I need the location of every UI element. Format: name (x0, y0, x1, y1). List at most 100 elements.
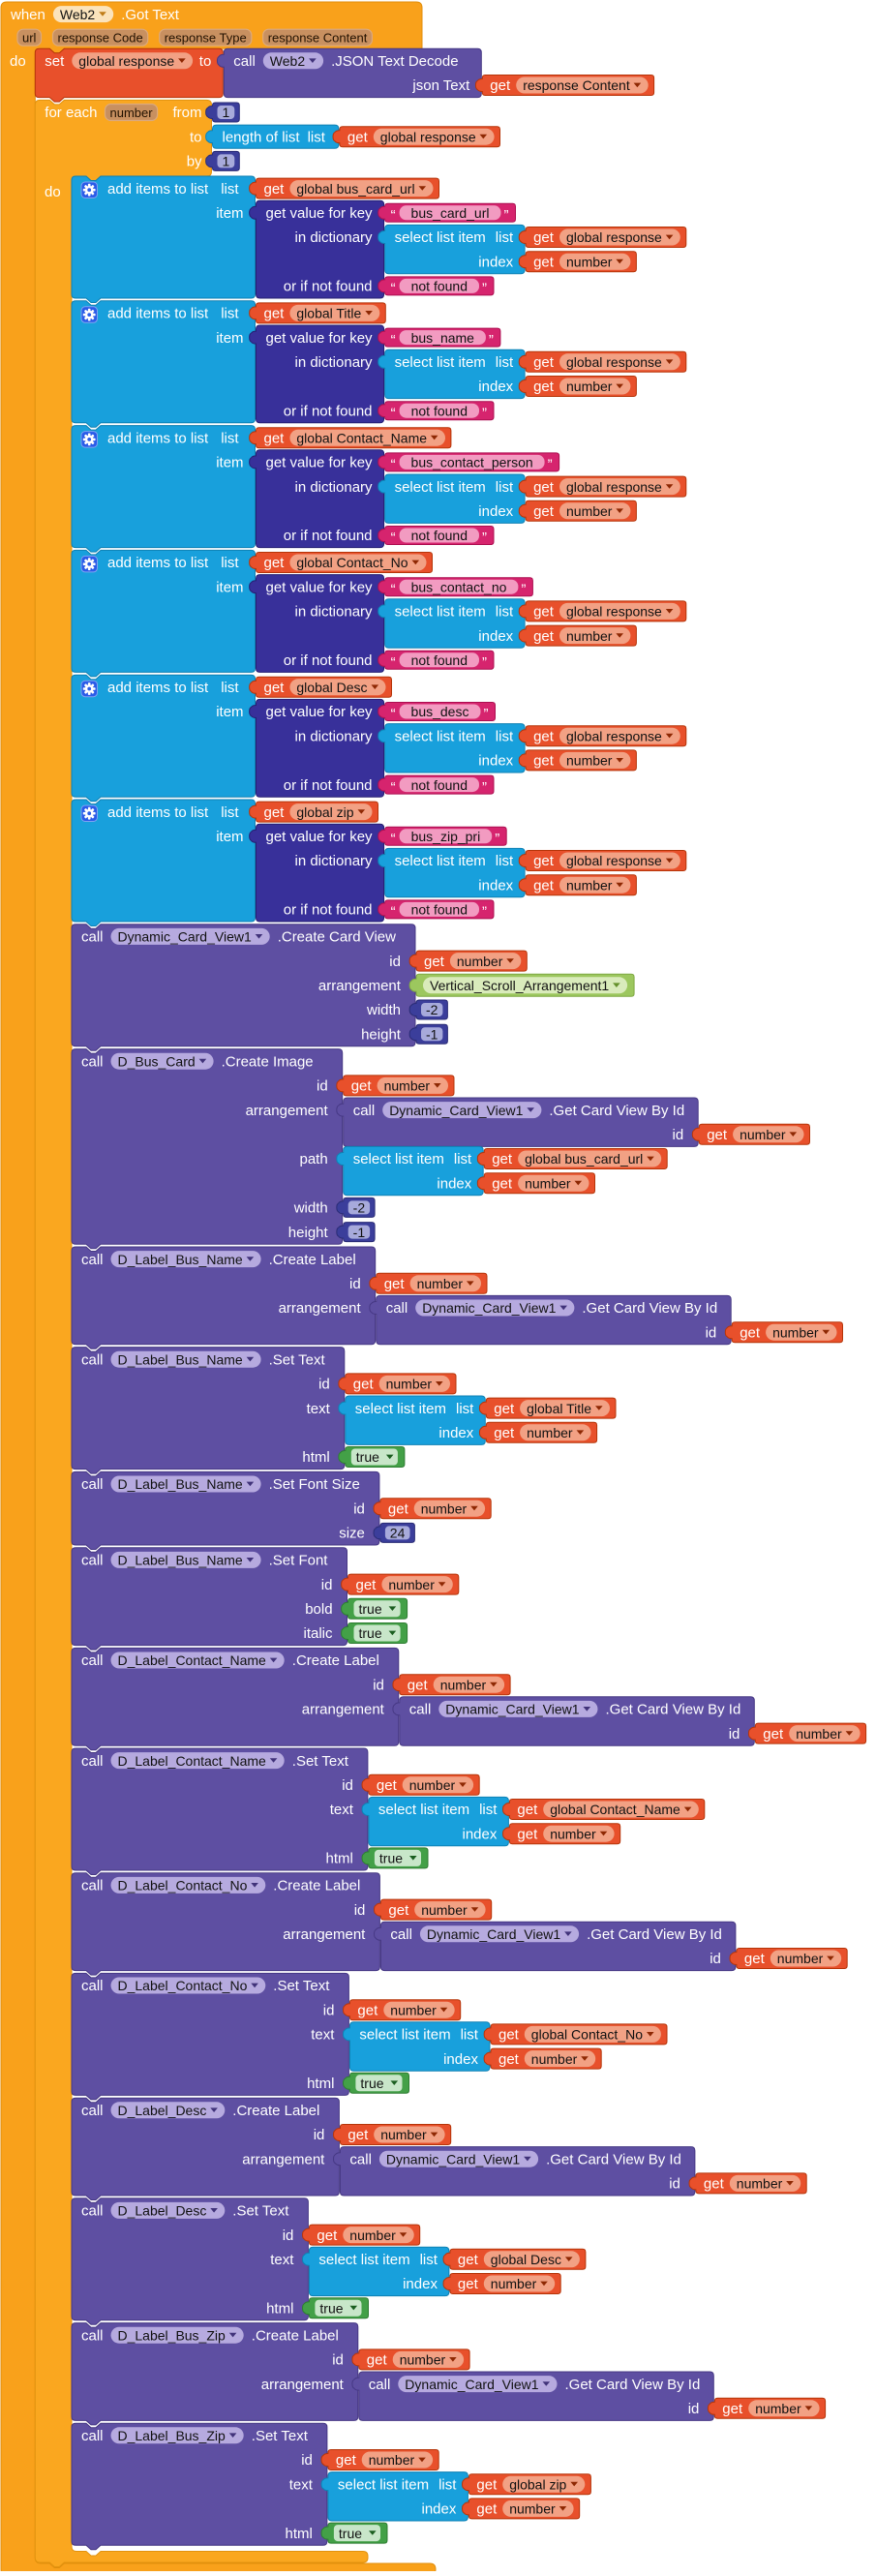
svg-text:number: number (777, 1951, 824, 1966)
svg-text:.Got Text: .Got Text (121, 7, 180, 23)
svg-text:select list item: select list item (395, 728, 486, 744)
svg-text:call: call (81, 1553, 104, 1569)
svg-text:not found: not found (411, 902, 468, 918)
svg-text:“: “ (391, 654, 396, 671)
svg-text:index: index (437, 1175, 471, 1192)
svg-text:”: ” (482, 405, 487, 421)
svg-text:select list item: select list item (395, 479, 486, 496)
svg-text:get: get (357, 2002, 378, 2018)
svg-text:.Set Text: .Set Text (292, 1753, 349, 1770)
svg-text:when: when (10, 7, 45, 23)
svg-text:number: number (421, 1902, 468, 1918)
svg-text:get value for key: get value for key (266, 579, 374, 595)
svg-text:id: id (353, 1500, 365, 1517)
svg-text:number: number (566, 254, 613, 269)
svg-text:global response: global response (566, 229, 662, 245)
svg-text:“: “ (391, 779, 396, 796)
svg-text:add items to list: add items to list (107, 430, 209, 446)
svg-text:call: call (81, 929, 104, 946)
svg-text:global Contact_Name: global Contact_Name (550, 1802, 680, 1817)
svg-text:global response: global response (566, 479, 662, 495)
svg-text:number: number (110, 106, 154, 120)
svg-text:id: id (318, 1377, 330, 1393)
svg-text:1: 1 (223, 105, 230, 120)
svg-text:get: get (476, 2476, 498, 2493)
svg-text:list: list (308, 129, 326, 145)
svg-text:id: id (710, 1951, 721, 1967)
svg-text:global bus_card_url: global bus_card_url (525, 1151, 643, 1167)
svg-text:number: number (525, 1175, 571, 1191)
svg-text:call: call (409, 1702, 432, 1718)
svg-text:html: html (266, 2300, 293, 2317)
svg-text:number: number (440, 1677, 487, 1692)
svg-text:.Create Label: .Create Label (232, 2103, 319, 2119)
svg-text:true: true (379, 1851, 403, 1866)
svg-text:.Set Text: .Set Text (273, 1978, 330, 1994)
svg-text:.Set Text: .Set Text (252, 2428, 309, 2444)
svg-text:”: ” (548, 457, 553, 473)
svg-text:id: id (321, 1577, 333, 1593)
svg-text:Dynamic_Card_View1: Dynamic_Card_View1 (405, 2377, 538, 2392)
svg-text:get value for key: get value for key (266, 205, 374, 222)
svg-text:id: id (706, 1324, 717, 1341)
svg-text:width: width (293, 1200, 328, 1217)
svg-text:add items to list: add items to list (107, 555, 209, 571)
svg-text:do: do (10, 53, 26, 70)
svg-text:get: get (533, 877, 555, 894)
svg-text:select list item: select list item (378, 1802, 469, 1818)
svg-text:D_Label_Bus_Name: D_Label_Bus_Name (118, 1252, 243, 1267)
svg-text:select list item: select list item (395, 354, 486, 371)
svg-text:D_Label_Bus_Name: D_Label_Bus_Name (118, 1553, 243, 1568)
svg-text:get: get (353, 1377, 375, 1393)
svg-text:select list item: select list item (355, 1401, 446, 1417)
svg-text:call: call (390, 1926, 412, 1943)
svg-text:Dynamic_Card_View1: Dynamic_Card_View1 (386, 2151, 520, 2167)
svg-text:number: number (417, 1276, 464, 1291)
svg-text:number: number (380, 2127, 427, 2142)
svg-text:get: get (384, 1276, 406, 1292)
svg-text:not found: not found (411, 528, 468, 543)
svg-text:or if not found: or if not found (284, 279, 373, 295)
svg-text:global Desc: global Desc (296, 680, 367, 695)
svg-text:get: get (533, 628, 555, 645)
svg-text:select list item: select list item (395, 604, 486, 621)
svg-text:arrangement: arrangement (283, 1926, 366, 1943)
svg-text:id: id (349, 1276, 361, 1292)
svg-text:id: id (317, 1078, 328, 1095)
svg-text:do: do (45, 184, 61, 200)
svg-text:index: index (403, 2276, 438, 2292)
svg-text:get value for key: get value for key (266, 330, 374, 347)
svg-text:arrangement: arrangement (242, 2151, 325, 2167)
svg-text:call: call (369, 2377, 391, 2393)
svg-text:select list item: select list item (395, 853, 486, 869)
svg-text:“: “ (391, 332, 396, 349)
svg-text:global response: global response (566, 604, 662, 620)
svg-text:list: list (221, 680, 239, 696)
svg-text:number: number (509, 2501, 556, 2517)
svg-text:number: number (388, 1577, 435, 1592)
svg-text:add items to list: add items to list (107, 804, 209, 821)
svg-text:get: get (533, 503, 555, 520)
svg-text:get: get (490, 77, 511, 94)
svg-text:index: index (438, 1425, 473, 1441)
svg-text:global Title: global Title (527, 1401, 591, 1416)
svg-text:get: get (498, 2027, 520, 2044)
svg-text:get: get (377, 1777, 398, 1794)
svg-text:number: number (566, 877, 613, 893)
svg-text:call: call (81, 2428, 104, 2444)
svg-text:”: ” (484, 706, 489, 722)
svg-text:text: text (307, 1401, 331, 1417)
svg-text:index: index (478, 254, 513, 270)
svg-text:D_Label_Contact_Name: D_Label_Contact_Name (118, 1652, 267, 1668)
svg-text:index: index (478, 379, 513, 395)
svg-text:item: item (216, 704, 243, 720)
svg-text:size: size (339, 1526, 365, 1542)
svg-text:number: number (400, 2352, 446, 2368)
svg-text:add items to list: add items to list (107, 680, 209, 696)
svg-text:text: text (289, 2476, 314, 2493)
svg-text:to: to (199, 53, 212, 70)
svg-text:number: number (421, 1500, 468, 1516)
svg-text:bus_card_url: bus_card_url (411, 205, 490, 221)
svg-text:list: list (479, 1802, 498, 1818)
svg-text:Vertical_Scroll_Arrangement1: Vertical_Scroll_Arrangement1 (430, 978, 609, 993)
